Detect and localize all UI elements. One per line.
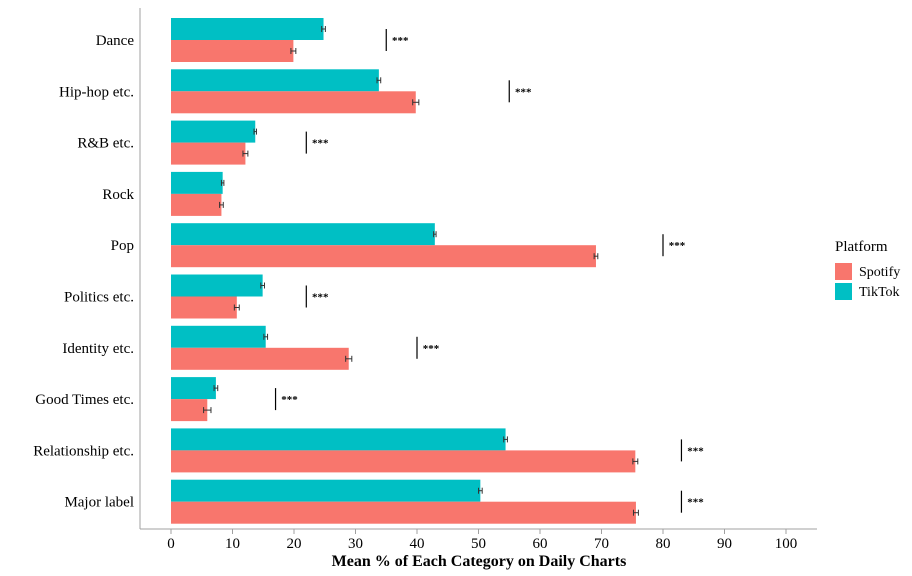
- category-label: Hip-hop etc.: [59, 84, 134, 100]
- category-label: Relationship etc.: [33, 443, 134, 459]
- x-tick-label: 50: [471, 536, 486, 552]
- category-label: Identity etc.: [62, 341, 134, 357]
- spotify-error-bar: [632, 458, 639, 465]
- x-ticks: 0 10 20 30 40 50 60 70 80 90 100: [167, 529, 797, 552]
- tiktok-bar: [171, 69, 379, 92]
- significance-stars: ***: [687, 445, 704, 457]
- spotify-legend-label: Spotify: [859, 265, 900, 280]
- tiktok-bar: [171, 479, 481, 502]
- significance-markers: *** *** *** *** *** *** *** *** ***: [274, 29, 704, 513]
- tiktok-bar: [171, 171, 223, 194]
- spotify-bar: [171, 296, 237, 319]
- significance-stars: ***: [423, 343, 440, 355]
- spotify-error-bar: [233, 304, 240, 311]
- tiktok-error-bar: [220, 179, 225, 186]
- spotify-bar: [171, 193, 222, 216]
- category-labels: Dance Hip-hop etc. R&B etc. Rock Pop Politics…: [33, 33, 134, 511]
- x-tick-label: 70: [594, 536, 609, 552]
- x-tick-label: 0: [167, 536, 175, 552]
- spotify-bar: [171, 450, 636, 473]
- category-label: Politics etc.: [64, 290, 134, 306]
- spotify-legend-swatch: [835, 263, 852, 280]
- spotify-bar: [171, 245, 596, 268]
- spotify-bar: [171, 91, 416, 114]
- x-tick-label: 40: [410, 536, 425, 552]
- category-label: Rock: [102, 187, 134, 203]
- spotify-bar: [171, 347, 349, 370]
- x-tick-label: 60: [533, 536, 548, 552]
- tiktok-error-bar: [253, 128, 257, 135]
- spotify-error-bar: [345, 355, 353, 362]
- tiktok-bar: [171, 18, 324, 40]
- x-axis-title: Mean % of Each Category on Daily Charts: [332, 553, 627, 570]
- tiktok-bar: [171, 377, 216, 400]
- tiktok-bar: [171, 428, 506, 451]
- category-label: R&B etc.: [77, 136, 134, 152]
- spotify-error-bar: [219, 201, 224, 208]
- tiktok-bar: [171, 325, 266, 348]
- category-label: Dance: [96, 33, 135, 49]
- x-tick-label: 30: [348, 536, 363, 552]
- significance-stars: ***: [312, 292, 329, 304]
- spotify-error-bar: [412, 99, 420, 106]
- tiktok-error-bar: [376, 77, 382, 84]
- significance-stars: ***: [687, 497, 704, 509]
- legend: Platform Spotify TikTok: [835, 239, 900, 300]
- tiktok-error-bar: [263, 333, 269, 340]
- tiktok-bar: [171, 120, 256, 143]
- spotify-bar: [171, 142, 246, 165]
- tiktok-error-bar: [478, 487, 483, 494]
- legend-title: Platform: [835, 239, 888, 255]
- bars: [171, 18, 636, 524]
- tiktok-error-bar: [321, 26, 326, 32]
- tiktok-legend-swatch: [835, 283, 852, 300]
- tiktok-bar: [171, 274, 263, 297]
- spotify-error-bar: [203, 407, 212, 414]
- significance-stars: ***: [669, 240, 686, 252]
- x-tick-label: 10: [225, 536, 240, 552]
- significance-stars: ***: [312, 138, 329, 150]
- tiktok-error-bar: [213, 385, 219, 392]
- x-tick-label: 80: [656, 536, 671, 552]
- x-tick-label: 20: [287, 536, 302, 552]
- x-tick-label: 90: [717, 536, 732, 552]
- significance-stars: ***: [281, 394, 298, 406]
- tiktok-error-bar: [433, 231, 437, 238]
- spotify-bar: [171, 40, 294, 62]
- significance-stars: ***: [392, 35, 409, 47]
- tiktok-error-bar: [260, 282, 265, 289]
- category-label: Pop: [111, 238, 134, 254]
- x-tick-label: 100: [775, 536, 798, 552]
- spotify-error-bar: [290, 48, 297, 54]
- category-label: Good Times etc.: [35, 392, 134, 408]
- spotify-error-bar: [632, 509, 639, 516]
- tiktok-legend-label: TikTok: [859, 285, 900, 300]
- spotify-error-bar: [242, 150, 249, 157]
- tiktok-bar: [171, 223, 435, 246]
- spotify-bar: [171, 399, 208, 422]
- error-bars: [203, 26, 639, 516]
- significance-stars: ***: [515, 86, 532, 98]
- tiktok-error-bar: [503, 436, 508, 443]
- category-label: Major label: [64, 495, 134, 511]
- spotify-error-bar: [593, 253, 599, 260]
- spotify-bar: [171, 501, 636, 524]
